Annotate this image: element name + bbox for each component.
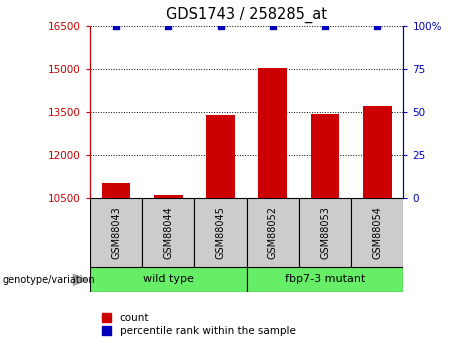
Point xyxy=(269,24,277,29)
Bar xyxy=(90,198,142,267)
Bar xyxy=(363,106,391,198)
Text: GSM88052: GSM88052 xyxy=(268,206,278,259)
Bar xyxy=(206,115,235,198)
Text: GSM88053: GSM88053 xyxy=(320,206,330,259)
Text: GSM88043: GSM88043 xyxy=(111,207,121,259)
Text: fbp7-3 mutant: fbp7-3 mutant xyxy=(285,275,365,284)
Bar xyxy=(195,198,247,267)
Point xyxy=(217,24,224,29)
Bar xyxy=(311,114,339,198)
Bar xyxy=(299,198,351,267)
Bar xyxy=(90,267,247,292)
Point xyxy=(373,24,381,29)
Text: genotype/variation: genotype/variation xyxy=(2,275,95,285)
Polygon shape xyxy=(73,274,88,286)
Text: GSM88044: GSM88044 xyxy=(163,207,173,259)
Text: wild type: wild type xyxy=(143,275,194,284)
Point xyxy=(321,24,329,29)
Bar xyxy=(351,198,403,267)
Text: GSM88054: GSM88054 xyxy=(372,206,382,259)
Bar xyxy=(154,195,183,198)
Title: GDS1743 / 258285_at: GDS1743 / 258285_at xyxy=(166,7,327,23)
Point xyxy=(165,24,172,29)
Text: GSM88045: GSM88045 xyxy=(215,206,225,259)
Bar xyxy=(247,198,299,267)
Bar xyxy=(101,183,130,198)
Bar xyxy=(247,267,403,292)
Point xyxy=(112,24,120,29)
Bar xyxy=(142,198,195,267)
Legend: count, percentile rank within the sample: count, percentile rank within the sample xyxy=(102,313,296,336)
Bar xyxy=(258,68,287,198)
